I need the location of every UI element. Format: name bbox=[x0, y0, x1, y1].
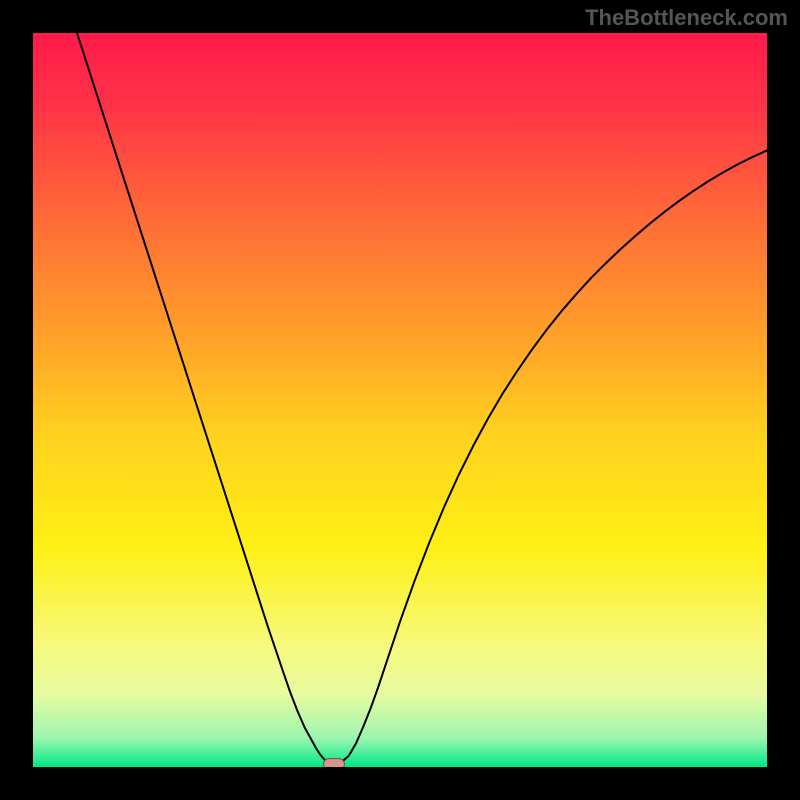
chart-frame: TheBottleneck.com bbox=[0, 0, 800, 800]
plot-area bbox=[33, 33, 767, 767]
watermark-text: TheBottleneck.com bbox=[585, 5, 788, 31]
bottleneck-curve bbox=[33, 33, 767, 767]
optimum-marker bbox=[323, 758, 345, 767]
